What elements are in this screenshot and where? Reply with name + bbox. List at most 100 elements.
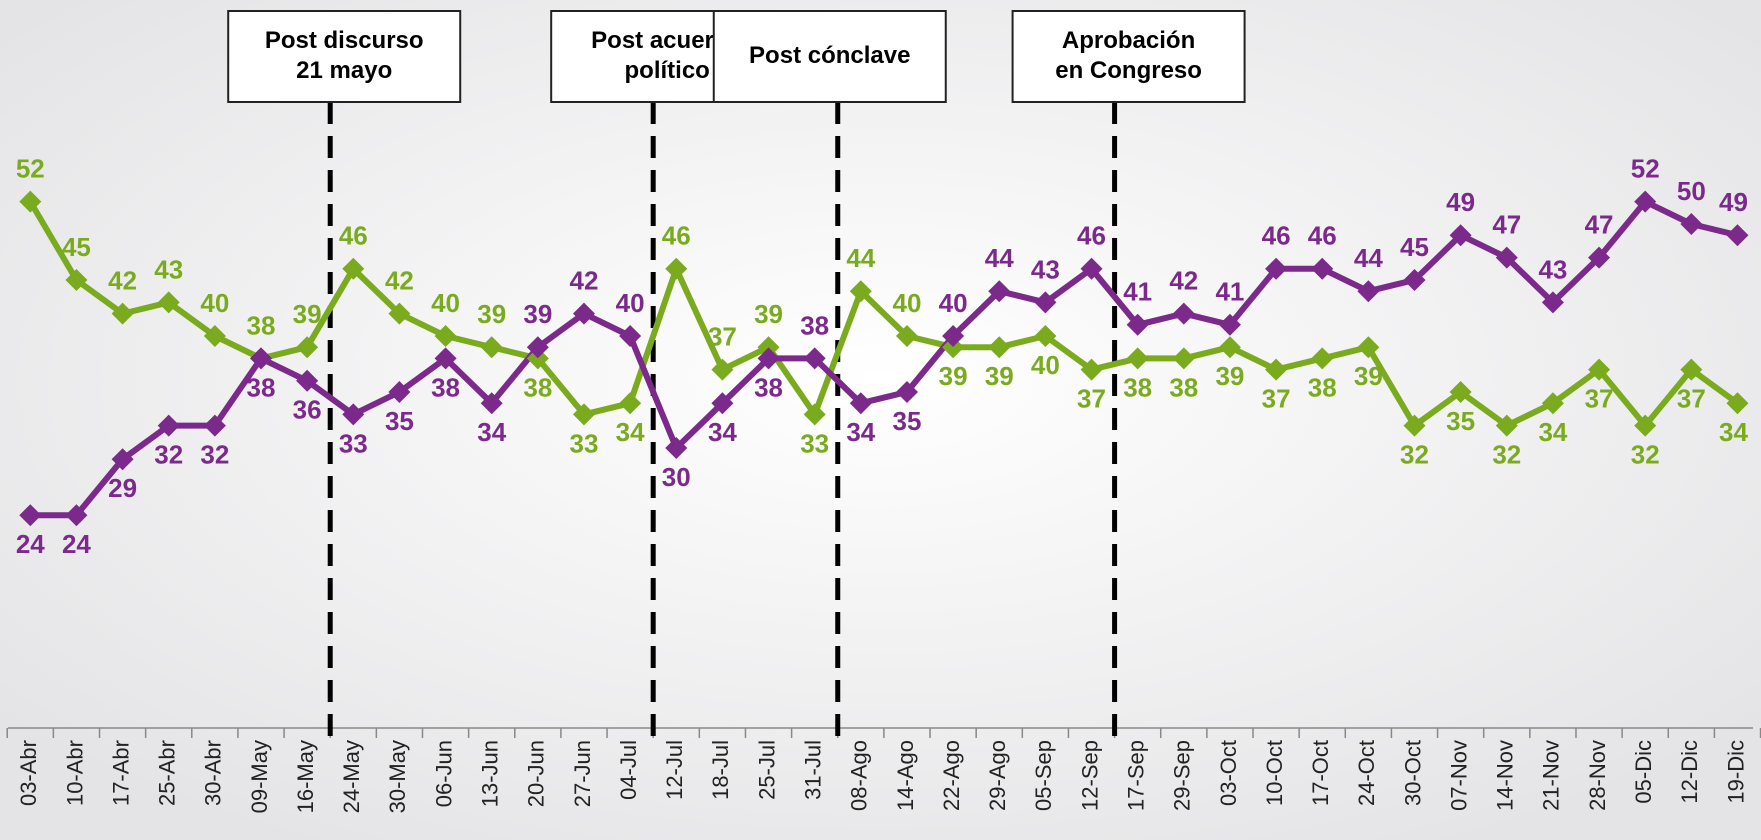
data-label: 42 bbox=[570, 265, 599, 295]
marker bbox=[1541, 392, 1564, 415]
data-label: 34 bbox=[616, 417, 645, 447]
x-tick-label: 16-May bbox=[293, 740, 318, 813]
data-label: 45 bbox=[1400, 232, 1429, 262]
data-label: 44 bbox=[846, 243, 875, 273]
annotation-text: en Congreso bbox=[1055, 57, 1202, 84]
marker bbox=[480, 336, 503, 359]
marker bbox=[1403, 269, 1426, 291]
data-label: 37 bbox=[1677, 383, 1706, 413]
marker bbox=[619, 392, 642, 415]
marker bbox=[296, 369, 319, 392]
x-tick-label: 25-Abr bbox=[155, 740, 180, 806]
marker bbox=[65, 504, 88, 527]
data-label: 44 bbox=[985, 243, 1014, 273]
marker bbox=[1726, 392, 1749, 415]
data-label: 37 bbox=[1585, 383, 1614, 413]
x-tick-label: 31-Jul bbox=[800, 740, 825, 800]
marker bbox=[895, 325, 918, 347]
data-label: 52 bbox=[16, 153, 45, 183]
x-tick-label: 08-Ago bbox=[847, 740, 872, 811]
marker bbox=[849, 392, 872, 415]
data-label: 40 bbox=[200, 288, 229, 318]
x-tick-label: 17-Oct bbox=[1308, 740, 1333, 806]
x-tick-label: 03-Abr bbox=[16, 740, 41, 806]
marker bbox=[342, 403, 365, 426]
x-tick-label: 27-Jun bbox=[570, 740, 595, 807]
x-tick-label: 06-Jun bbox=[431, 740, 456, 807]
marker bbox=[1495, 414, 1518, 437]
marker bbox=[388, 302, 411, 325]
x-tick-label: 17-Sep bbox=[1123, 740, 1148, 811]
x-tick-label: 09-May bbox=[247, 740, 272, 813]
data-label: 34 bbox=[846, 417, 875, 447]
marker bbox=[250, 347, 272, 370]
data-label: 36 bbox=[293, 395, 322, 425]
marker bbox=[1034, 291, 1057, 314]
marker bbox=[572, 403, 595, 426]
marker bbox=[1218, 313, 1241, 336]
data-label: 41 bbox=[1215, 277, 1244, 307]
data-label: 49 bbox=[1719, 187, 1748, 217]
data-label: 33 bbox=[800, 428, 829, 458]
data-label: 45 bbox=[62, 232, 91, 262]
marker bbox=[942, 336, 965, 359]
marker bbox=[757, 347, 780, 370]
data-label: 34 bbox=[477, 417, 506, 447]
annotation-text: Post discurso bbox=[265, 27, 424, 54]
data-label: 43 bbox=[1538, 254, 1567, 284]
data-label: 39 bbox=[985, 361, 1014, 391]
data-label: 40 bbox=[1031, 350, 1060, 380]
x-tick-label: 24-May bbox=[339, 740, 364, 813]
marker bbox=[1080, 358, 1103, 381]
marker bbox=[1588, 358, 1611, 381]
marker bbox=[526, 347, 549, 370]
data-label: 32 bbox=[1492, 439, 1521, 469]
data-label: 40 bbox=[431, 288, 460, 318]
x-tick-label: 10-Oct bbox=[1262, 740, 1287, 806]
data-label: 33 bbox=[570, 428, 599, 458]
x-tick-label: 13-Jun bbox=[478, 740, 503, 807]
x-tick-label: 14-Nov bbox=[1493, 740, 1518, 811]
x-tick-label: 22-Ago bbox=[939, 740, 964, 811]
annotation-text: Post cónclave bbox=[749, 42, 910, 69]
marker bbox=[1311, 347, 1334, 370]
marker bbox=[1218, 336, 1241, 359]
marker bbox=[1541, 291, 1564, 314]
x-tick-label: 03-Oct bbox=[1216, 740, 1241, 806]
data-label: 40 bbox=[892, 288, 921, 318]
marker bbox=[711, 358, 734, 381]
x-tick-label: 07-Nov bbox=[1446, 740, 1471, 811]
marker bbox=[1034, 325, 1057, 347]
marker bbox=[296, 336, 319, 359]
data-label: 38 bbox=[523, 372, 552, 402]
data-label: 38 bbox=[247, 372, 276, 402]
x-tick-label: 12-Jul bbox=[662, 740, 687, 800]
data-label: 32 bbox=[154, 439, 183, 469]
data-label: 38 bbox=[247, 310, 276, 340]
marker bbox=[849, 280, 872, 303]
data-label: 34 bbox=[1719, 417, 1748, 447]
data-label: 52 bbox=[1631, 153, 1660, 183]
marker bbox=[434, 347, 457, 370]
x-tick-label: 05-Dic bbox=[1631, 740, 1656, 804]
marker bbox=[1357, 280, 1380, 303]
marker bbox=[619, 325, 642, 347]
marker bbox=[665, 257, 688, 280]
marker bbox=[19, 190, 42, 213]
marker bbox=[65, 269, 88, 291]
x-tick-label: 21-Nov bbox=[1539, 740, 1564, 811]
x-tick-label: 12-Sep bbox=[1077, 740, 1102, 811]
marker bbox=[895, 381, 918, 403]
data-label: 24 bbox=[16, 529, 45, 559]
data-label: 35 bbox=[385, 406, 414, 436]
marker bbox=[526, 336, 549, 359]
data-label: 39 bbox=[523, 299, 552, 329]
data-label: 40 bbox=[939, 288, 968, 318]
marker bbox=[711, 392, 734, 415]
marker bbox=[1680, 358, 1703, 381]
x-tick-label: 05-Sep bbox=[1031, 740, 1056, 811]
x-tick-label: 29-Sep bbox=[1170, 740, 1195, 811]
marker bbox=[111, 448, 134, 471]
marker bbox=[434, 325, 457, 347]
marker bbox=[1357, 336, 1380, 359]
